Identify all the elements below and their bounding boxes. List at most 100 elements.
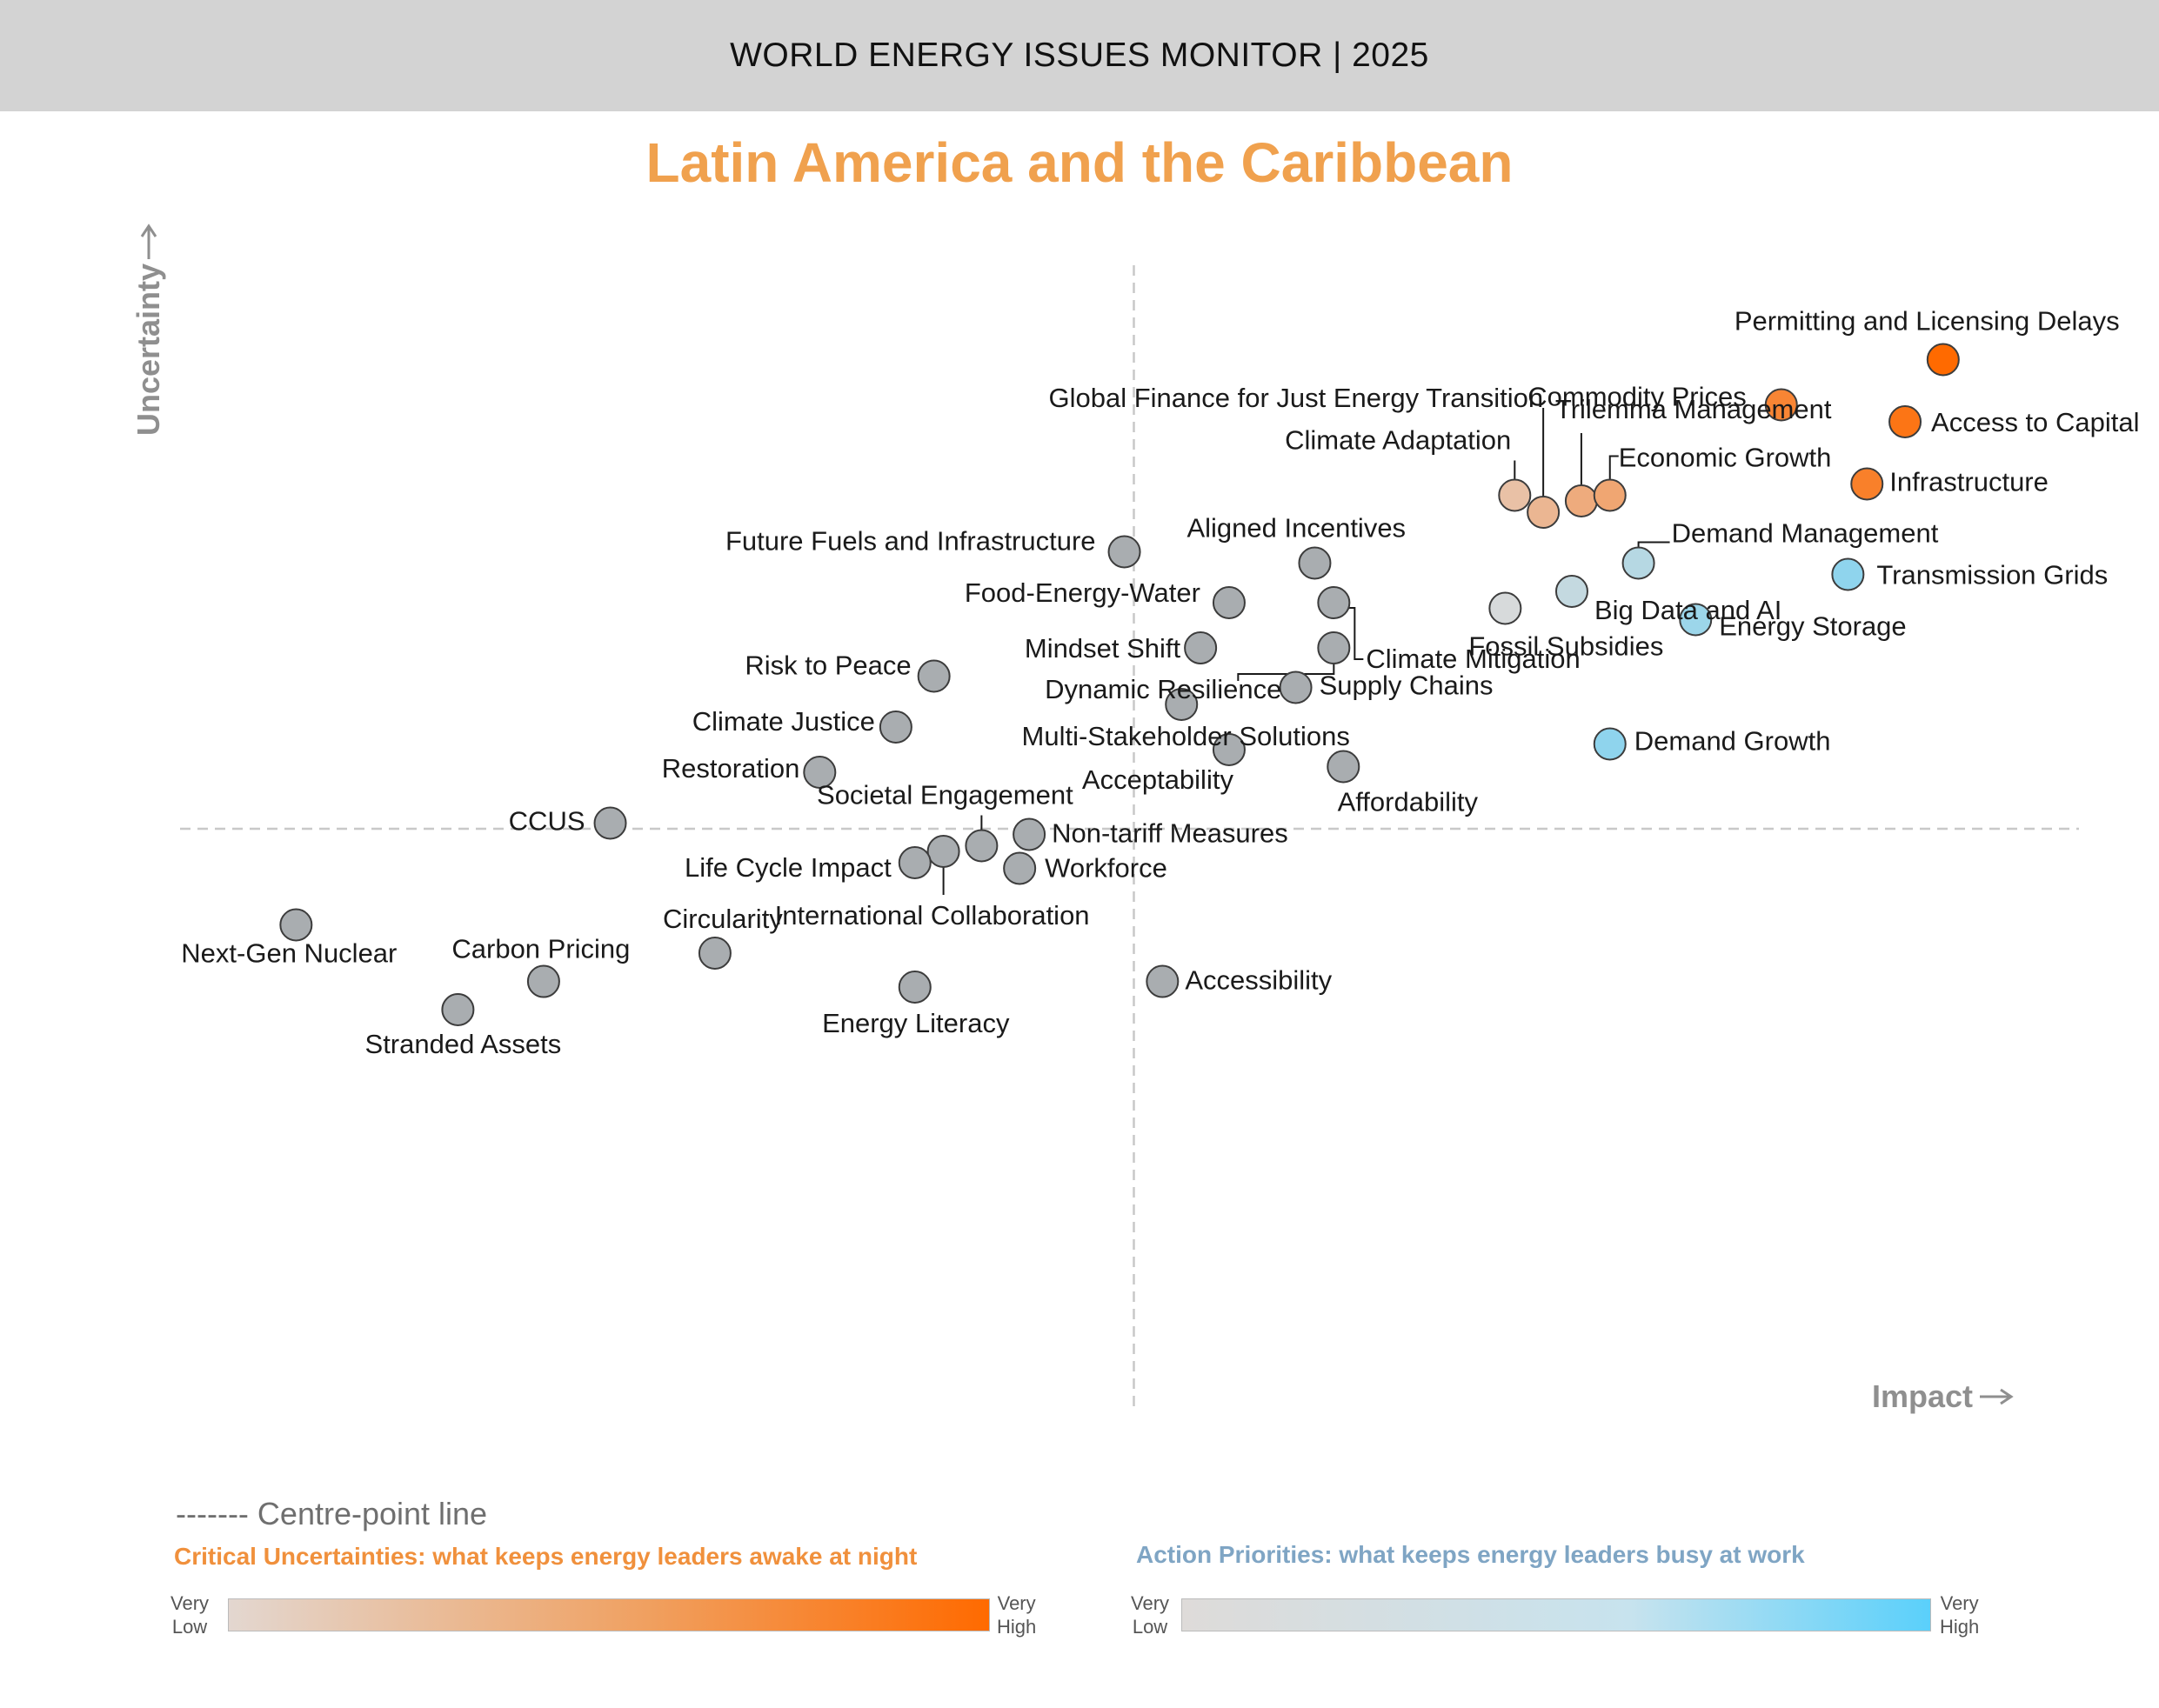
point-global-finance-for-just-energy-transition (1527, 496, 1561, 529)
label-circularity: Circularity (663, 904, 783, 934)
label-food-energy-water: Food-Energy-Water (965, 577, 1200, 608)
point-affordability (1327, 750, 1360, 784)
x-axis-arrow-icon (1980, 1388, 2014, 1405)
leader-demand-management (1637, 541, 1670, 548)
centre-line-legend: ------- Centre-point line (176, 1496, 488, 1531)
leader-economic-growth (1608, 455, 1619, 480)
label-trilemma-management: Trilemma Management (1555, 394, 1832, 424)
point-future-fuels-and-infrastructure (1107, 535, 1141, 569)
label-non-tariff-measures: Non-tariff Measures (1052, 818, 1288, 849)
point-climate-mitigation (1317, 586, 1351, 619)
point-restoration (803, 756, 837, 789)
label-commodity-prices: Commodity Prices (1527, 382, 1747, 412)
label-workforce: Workforce (1045, 853, 1167, 884)
label-stranded-assets: Stranded Assets (365, 1029, 562, 1059)
point-fossil-subsidies (1488, 591, 1522, 625)
data-points (279, 343, 1960, 1026)
label-demand-management: Demand Management (1672, 518, 1939, 549)
point-climate-justice (879, 711, 912, 744)
label-acceptability: Acceptability (1082, 764, 1234, 795)
y-axis-arrow-icon (140, 224, 157, 259)
point-risk-to-peace (917, 659, 951, 693)
label-fossil-subsidies: Fossil Subsidies (1468, 631, 1663, 662)
action-priorities-scale-bar (1181, 1598, 1931, 1631)
action-low-line2: Low (1132, 1616, 1168, 1638)
label-ccus: CCUS (509, 806, 585, 837)
axis-labels: Impact Uncertainty (130, 224, 2014, 1414)
action-scale-low-label: Very Low (1131, 1591, 1169, 1638)
label-economic-growth: Economic Growth (1619, 443, 1832, 473)
label-restoration: Restoration (662, 753, 800, 784)
point-non-tariff-measures (1013, 817, 1046, 851)
critical-low-line2: Low (171, 1616, 208, 1638)
label-future-fuels-and-infrastructure: Future Fuels and Infrastructure (725, 526, 1096, 557)
label-transmission-grids: Transmission Grids (1876, 560, 2108, 590)
label-next-gen-nuclear: Next-Gen Nuclear (181, 938, 397, 969)
point-accessibility (1146, 964, 1180, 998)
label-leader-lines (942, 408, 1670, 895)
critical-scale-low-label: Very Low (170, 1591, 209, 1638)
point-carbon-pricing (526, 964, 560, 998)
y-axis-label: Uncertainty (130, 264, 166, 436)
label-supply-chains: Supply Chains (1320, 671, 1494, 701)
action-low-line1: Very (1131, 1592, 1170, 1614)
critical-scale-high-label: Very High (997, 1591, 1036, 1638)
point-acceptability (1212, 733, 1246, 766)
point-life-cycle-impact (898, 846, 932, 879)
label-accessibility: Accessibility (1185, 965, 1332, 996)
point-trilemma-management (1564, 484, 1598, 517)
point-energy-literacy (898, 971, 932, 1004)
point-ccus (593, 806, 627, 840)
critical-uncertainties-scale-bar (228, 1598, 990, 1631)
report-title: WORLD ENERGY ISSUES MONITOR | 2025 (730, 37, 1429, 74)
point-international-collaboration (926, 835, 960, 868)
point-infrastructure (1850, 467, 1884, 501)
label-dynamic-resilience: Dynamic Resilience (1045, 674, 1281, 704)
data-labels: Permitting and Licensing Delays Commodity… (181, 306, 2139, 1060)
critical-high-line2: High (997, 1616, 1037, 1638)
label-climate-mitigation: Climate Mitigation (1366, 644, 1580, 674)
label-mindset-shift: Mindset Shift (1025, 633, 1181, 664)
action-priorities-legend-title: Action Priorities: what keeps energy lea… (1136, 1541, 1805, 1568)
point-energy-storage (1679, 603, 1713, 637)
point-multi-stakeholder-solutions (1165, 688, 1199, 721)
label-climate-adaptation: Climate Adaptation (1285, 425, 1511, 456)
action-scale-high-label: Very High (1940, 1591, 1979, 1638)
point-food-energy-water (1212, 586, 1246, 619)
label-multi-stakeholder-solutions: Multi-Stakeholder Solutions (1022, 721, 1350, 751)
label-life-cycle-impact: Life Cycle Impact (685, 852, 892, 883)
point-next-gen-nuclear (279, 908, 313, 942)
point-demand-management (1621, 546, 1655, 580)
point-access-to-capital (1888, 405, 1922, 438)
point-dynamic-resilience (1317, 631, 1351, 664)
point-demand-growth (1593, 727, 1627, 761)
point-commodity-prices (1764, 388, 1798, 422)
label-climate-justice: Climate Justice (692, 706, 875, 737)
label-carbon-pricing: Carbon Pricing (451, 934, 630, 964)
x-axis-label: Impact (1872, 1378, 1973, 1414)
point-workforce (1003, 851, 1037, 885)
label-demand-growth: Demand Growth (1634, 726, 1831, 757)
critical-high-line1: Very (997, 1592, 1036, 1614)
leader-dynamic-resilience (1237, 664, 1335, 681)
point-circularity (698, 937, 732, 970)
label-international-collaboration: International Collaboration (775, 900, 1090, 931)
action-high-line2: High (1940, 1616, 1980, 1638)
point-climate-adaptation (1498, 478, 1532, 512)
point-mindset-shift (1184, 631, 1218, 664)
label-risk-to-peace: Risk to Peace (745, 651, 911, 681)
label-energy-storage: Energy Storage (1719, 611, 1906, 642)
point-big-data-and-ai (1554, 575, 1588, 608)
point-transmission-grids (1831, 557, 1865, 591)
point-societal-engagement (965, 829, 999, 863)
point-economic-growth (1593, 478, 1627, 512)
label-big-data-and-ai: Big Data and AI (1594, 595, 1781, 625)
label-societal-engagement: Societal Engagement (817, 780, 1073, 811)
centre-point-lines (180, 265, 2079, 1413)
label-permitting-and-licensing-delays: Permitting and Licensing Delays (1735, 306, 2120, 337)
chart-title: Latin America and the Caribbean (645, 131, 1514, 194)
point-aligned-incentives (1298, 546, 1332, 580)
label-access-to-capital: Access to Capital (1931, 407, 2140, 437)
label-global-finance-for-just-energy-transition: Global Finance for Just Energy Transitio… (1049, 383, 1544, 413)
